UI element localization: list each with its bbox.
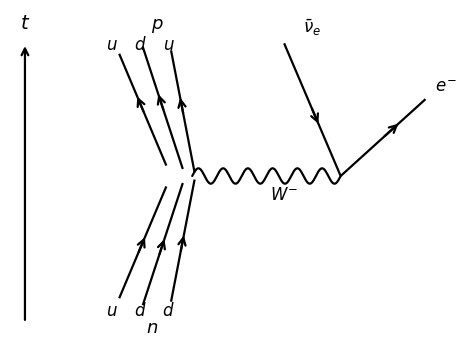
Text: $u$: $u$	[106, 36, 118, 54]
Text: $e^{-}$: $e^{-}$	[435, 78, 456, 96]
Text: t: t	[21, 14, 29, 33]
Text: $d$: $d$	[134, 302, 147, 320]
Text: $d$: $d$	[163, 302, 175, 320]
Text: $p$: $p$	[151, 17, 163, 35]
Text: $W^{-}$: $W^{-}$	[270, 187, 298, 205]
Text: $d$: $d$	[134, 36, 147, 54]
Text: $n$: $n$	[146, 319, 158, 337]
Text: $u$: $u$	[163, 36, 174, 54]
Text: $\bar{\nu}_e$: $\bar{\nu}_e$	[303, 17, 321, 38]
Text: $u$: $u$	[106, 302, 118, 320]
